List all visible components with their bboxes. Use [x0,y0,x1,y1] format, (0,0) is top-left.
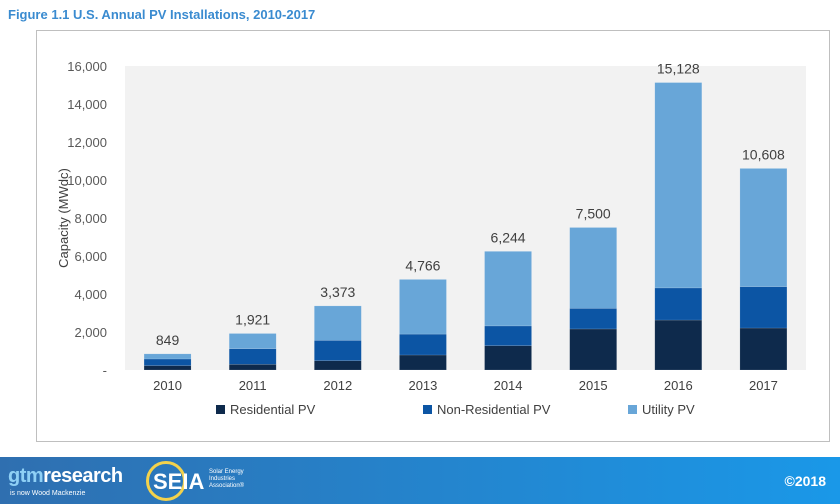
bar-segment [569,227,617,309]
y-tick-label: - [103,363,107,378]
x-tick-label: 2015 [579,378,608,393]
logo-part: research [43,465,123,487]
bar-segment [143,353,192,360]
logo-part: gtm [8,465,44,487]
chart-title: Figure 1.1 U.S. Annual PV Installations,… [8,7,316,22]
chart-frame [36,30,830,442]
copyright: ©2018 [784,473,826,489]
x-tick-label: 2016 [664,378,693,393]
total-label: 10,608 [742,146,785,162]
seia-logo-ring [146,461,186,501]
plot-area [125,66,806,370]
footer: gtmresearch is now Wood Mackenzie SEIA S… [0,457,840,504]
y-tick-label: 4,000 [74,287,107,302]
bar-segment [314,360,362,371]
bar-segment [739,286,788,329]
total-label: 4,766 [405,257,440,273]
bar-segment [399,333,447,356]
bar-segment [228,364,277,371]
bar-segment [569,308,617,330]
total-label: 6,244 [491,229,526,245]
total-label: 15,128 [657,61,700,77]
seia-subtitle: Solar Energy Industries Association® [209,469,245,489]
y-axis-label: Capacity (MWdc) [56,168,71,268]
x-tick-label: 2011 [239,378,267,393]
legend-swatch [628,405,637,414]
bar-segment [143,358,192,366]
y-tick-label: 2,000 [74,325,107,340]
y-tick-label: 12,000 [67,135,107,150]
logo-subtitle: is now Wood Mackenzie [10,490,86,497]
gtm-logo: gtmresearch [8,465,123,488]
bar-segment [654,287,703,321]
bar-segment [228,348,277,365]
bar-segment [314,340,362,361]
legend-swatch [423,405,432,414]
bar-segment [654,82,703,289]
bar-segment [569,328,617,371]
y-tick-label: 16,000 [67,59,107,74]
x-tick-label: 2017 [749,378,778,393]
bar-segment [143,365,192,371]
legend-label: Residential PV [230,402,316,417]
x-tick-label: 2014 [494,378,523,393]
legend-swatch [216,405,225,414]
bar-segment [314,305,362,341]
bar-segment [739,168,788,287]
x-tick-label: 2010 [153,378,182,393]
bar-segment [484,345,532,371]
bar-segment [484,251,532,327]
bar-segment [399,279,447,335]
chart: - 2,000 4,000 6,000 8,000 10,000 12,000 14,000 1… [56,59,806,417]
y-tick-label: 14,000 [67,97,107,112]
x-tick-label: 2012 [323,378,352,393]
legend-label: Utility PV [642,402,695,417]
y-tick-label: 10,000 [67,173,107,188]
total-label: 7,500 [576,206,611,222]
total-label: 1,921 [235,312,270,328]
total-label: 3,373 [320,284,355,300]
bar-segment [228,333,277,349]
seia-logo: SEIA [153,469,205,494]
y-tick-label: 6,000 [74,249,107,264]
bar-segment [739,327,788,371]
legend-label: Non-Residential PV [437,402,551,417]
total-label: 849 [156,332,180,348]
bar-segment [399,354,447,371]
y-tick-label: 8,000 [74,211,107,226]
x-tick-label: 2013 [408,378,437,393]
bar-segment [484,325,532,346]
bar-segment [654,319,703,371]
